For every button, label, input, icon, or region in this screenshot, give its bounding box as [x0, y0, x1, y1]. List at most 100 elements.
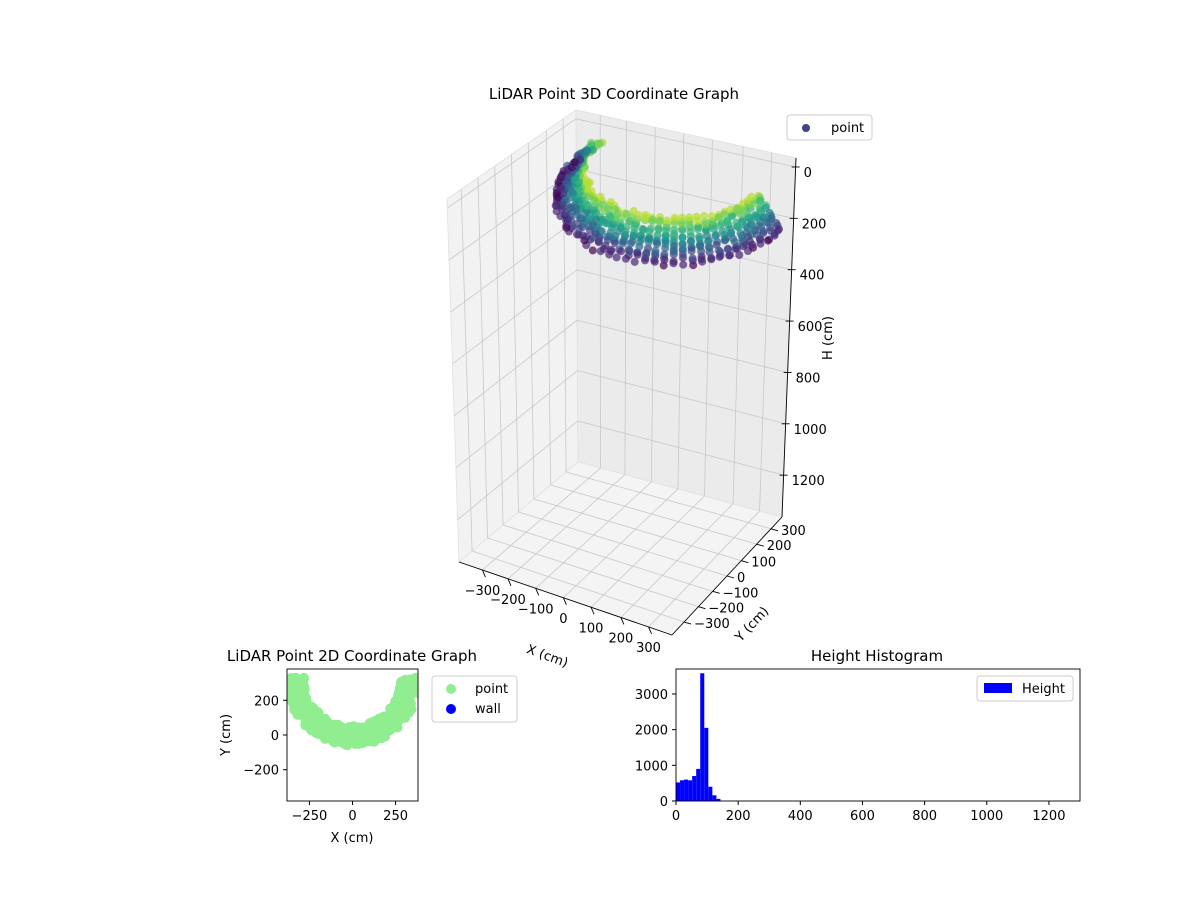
plot3d-point [735, 251, 744, 259]
plot3d-point [725, 251, 734, 260]
plot3d-point [678, 246, 687, 255]
plot3d-point [756, 197, 765, 205]
plot3d-xtick-label: 0 [559, 612, 567, 627]
grid3d-y-side [477, 177, 488, 539]
plot3d-point [726, 205, 735, 214]
plot3d-xtick-mark [482, 569, 486, 578]
plot3d-point [625, 247, 634, 255]
plot3d-point [678, 240, 687, 249]
plot3d-xtick-label: 200 [608, 631, 633, 646]
grid3d-y-floor [518, 511, 728, 577]
plot3d-point [606, 212, 615, 221]
plot3d-point [588, 246, 597, 255]
grid3d-x-back [624, 121, 627, 475]
plot3d-point [670, 225, 679, 234]
plot2d-ytick-label: 200 [254, 694, 279, 709]
histogram-xtick-label: 600 [850, 809, 875, 824]
histogram-legend-swatch [984, 683, 1012, 693]
histogram-xtick-label: 1200 [1032, 809, 1065, 824]
plot2d-title: LiDAR Point 2D Coordinate Graph [227, 647, 477, 665]
plot2d-point [310, 708, 321, 719]
grid3d-x-back [704, 139, 713, 497]
plot3d-point [723, 245, 732, 254]
plot2d-point [401, 680, 411, 690]
grid3d-y-side [527, 142, 535, 500]
histogram-legend-label: Height [1022, 682, 1065, 697]
histogram-ticks: 0 200 400 600 800 1000 1200 0 1000 2000 3000 [635, 688, 1066, 824]
histogram-bar [688, 780, 693, 801]
plot3d-point [679, 260, 688, 269]
plot2d-point [379, 711, 390, 722]
plot3d-ytick-mark [698, 606, 706, 610]
plot2d-point [358, 728, 369, 739]
grid3d-y-side [545, 130, 552, 486]
histogram: Height Histogram 0 200 400 600 800 1000 1200 0 1… [635, 647, 1081, 824]
plot2d-point [292, 683, 303, 694]
plot2d-points [287, 672, 418, 751]
grid3d-z-side [452, 269, 578, 365]
histogram-ytick-label: 0 [660, 795, 668, 810]
plot3d-legend: point [786, 114, 873, 141]
plot2d-point [287, 695, 297, 706]
plot3d-point [714, 213, 723, 222]
plot3d-point [651, 246, 660, 255]
plot3d-ztick-label: 1200 [792, 474, 825, 489]
grid3d-z-side [453, 319, 578, 417]
plot3d-xlabel: X (cm) [524, 642, 570, 671]
plot3d-point [622, 210, 631, 218]
plot3d-legend-label-point: point [831, 121, 864, 136]
plot3d-point [722, 217, 731, 226]
plot3d-point [754, 221, 763, 230]
plot3d-point [639, 225, 648, 234]
plot3d-point [660, 256, 669, 264]
histogram-ytick-label: 1000 [635, 759, 668, 774]
plot3d-ytick-mark [741, 560, 749, 564]
plot3d-point [606, 198, 615, 207]
plot3d-point [711, 231, 720, 240]
pane-back [575, 109, 797, 518]
plot2d-point [374, 721, 385, 731]
grid3d-z-back [577, 370, 786, 425]
plot3d-xtick-label: 100 [579, 621, 604, 636]
plot3d-point [678, 233, 687, 242]
histogram-legend: Height [976, 675, 1074, 702]
plot3d-ytick-label: −300 [694, 617, 730, 632]
plot3d-ztick-label: 600 [798, 320, 823, 335]
plot3d-point [685, 213, 694, 222]
plot3d-point [648, 215, 657, 224]
plot2d-point [336, 721, 347, 732]
histogram-xtick-label: 400 [788, 809, 813, 824]
plot3d-ytick-label: 200 [767, 539, 792, 554]
histogram-legend-box [976, 675, 1074, 702]
plot3d-ztick-label: 0 [804, 166, 812, 181]
histogram-ytick-label: 3000 [635, 688, 668, 703]
plot2d-point [392, 691, 403, 702]
plot3d-point [660, 250, 669, 259]
plot3d-point [593, 139, 602, 148]
grid3d-z-back [576, 269, 790, 322]
plot3d-ytick-label: −200 [708, 602, 744, 617]
histogram-xtick-label: 0 [672, 809, 680, 824]
plot3d-legend-box [786, 114, 873, 141]
histogram-bar [684, 779, 689, 801]
plot3d-point [727, 211, 736, 220]
plot3d-legend-marker-point [802, 124, 810, 132]
grid3d-y-side [511, 154, 519, 513]
plot3d-point [646, 224, 655, 233]
plot2d-point [287, 681, 294, 692]
plot3d-point [701, 226, 710, 235]
plot3d-zaxis-line [781, 157, 797, 518]
plot3d-point [612, 253, 621, 262]
plot3d-point [739, 205, 748, 214]
plot3d-point [732, 204, 741, 213]
plot3d-point [617, 247, 626, 256]
plot3d-xtick-label: 300 [636, 641, 661, 656]
plot3d-point [731, 244, 740, 253]
histogram-bar [708, 786, 713, 801]
plot3d-ztick-label: 400 [800, 269, 825, 284]
plot2d-point [300, 708, 311, 719]
plot2d-legend-marker-point [446, 684, 456, 694]
plot3d-point [688, 254, 697, 263]
plot3d-point [759, 229, 768, 238]
